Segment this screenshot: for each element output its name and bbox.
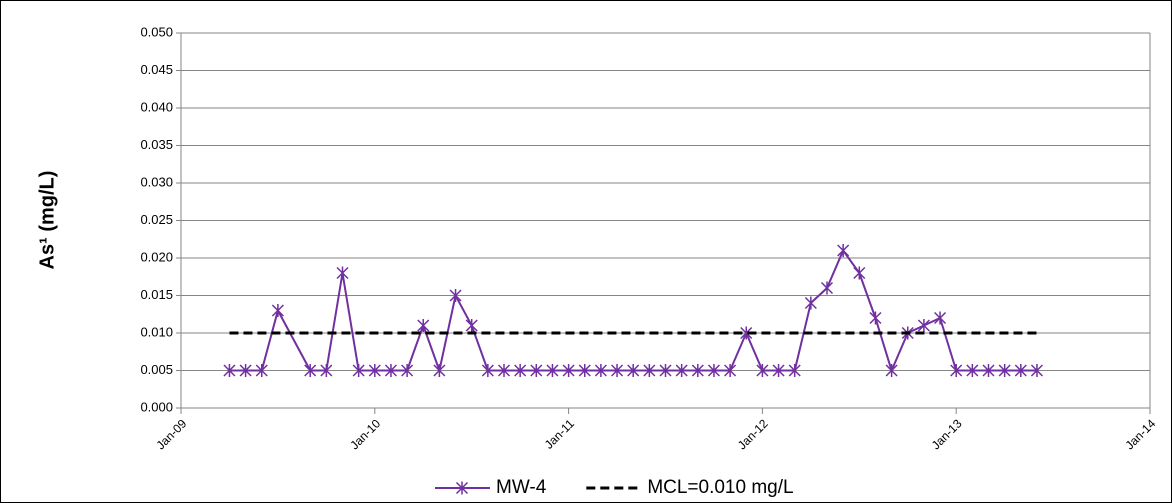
marker	[950, 364, 963, 377]
marker	[837, 244, 850, 257]
marker	[401, 364, 414, 377]
marker	[271, 304, 284, 317]
marker	[562, 364, 575, 377]
y-tick-label: 0.050	[140, 24, 173, 39]
marker	[320, 364, 333, 377]
y-tick-label: 0.005	[140, 362, 173, 377]
marker	[578, 364, 591, 377]
marker	[788, 364, 801, 377]
marker	[804, 296, 817, 310]
legend-label: MCL=0.010 mg/L	[647, 477, 793, 498]
marker	[885, 364, 898, 377]
marker	[853, 266, 866, 280]
marker	[740, 326, 753, 340]
y-tick-label: 0.040	[140, 99, 173, 114]
marker	[691, 364, 704, 377]
marker	[934, 311, 947, 325]
y-tick-label: 0.025	[140, 212, 173, 227]
marker	[255, 364, 268, 377]
marker	[724, 364, 737, 377]
marker	[449, 289, 462, 302]
marker	[869, 311, 882, 325]
y-tick-label: 0.010	[140, 324, 173, 339]
marker	[514, 364, 527, 377]
marker	[772, 364, 785, 377]
marker	[707, 364, 720, 377]
marker	[530, 364, 543, 377]
marker	[594, 364, 607, 377]
marker	[820, 281, 834, 295]
y-tick-label: 0.030	[140, 174, 173, 189]
marker	[417, 319, 430, 332]
marker	[239, 364, 252, 377]
marker	[643, 364, 656, 377]
marker	[611, 364, 624, 377]
marker	[336, 266, 349, 280]
marker	[546, 364, 559, 377]
y-tick-label: 0.015	[140, 287, 173, 302]
y-tick-label: 0.045	[140, 62, 173, 77]
marker	[675, 364, 688, 377]
marker	[627, 364, 640, 377]
marker	[966, 364, 979, 377]
series-line	[229, 248, 1037, 375]
marker	[433, 364, 446, 377]
marker	[982, 364, 995, 377]
y-tick-label: 0.020	[140, 249, 173, 264]
marker	[384, 364, 397, 377]
marker	[497, 364, 511, 377]
marker	[1014, 364, 1027, 377]
marker	[998, 364, 1011, 377]
y-tick-label: 0.035	[140, 137, 173, 152]
y-tick-label: 0.000	[140, 399, 173, 414]
marker	[352, 364, 365, 377]
y-axis-label: As¹ (mg/L)	[36, 171, 58, 270]
marker	[465, 319, 478, 332]
marker	[304, 364, 317, 377]
marker	[455, 481, 469, 495]
legend-label: MW-4	[496, 477, 547, 498]
marker	[481, 364, 494, 377]
marker	[659, 364, 672, 377]
marker	[368, 364, 381, 377]
marker	[1030, 364, 1043, 377]
marker	[756, 364, 769, 377]
marker	[223, 364, 236, 377]
marker	[917, 319, 930, 332]
